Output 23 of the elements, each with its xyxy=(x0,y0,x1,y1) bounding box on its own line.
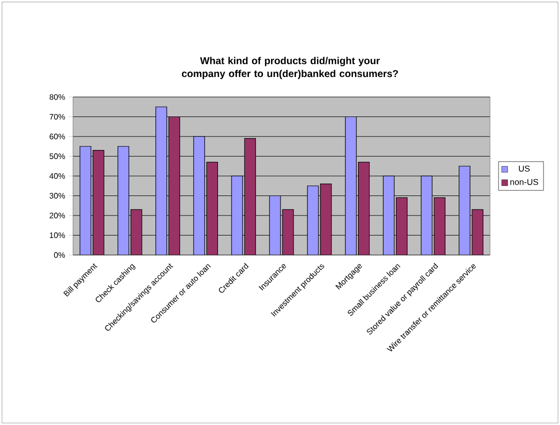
bar xyxy=(168,116,180,255)
bar xyxy=(382,176,395,255)
bar xyxy=(193,136,205,255)
bar xyxy=(244,138,256,255)
bar xyxy=(231,176,243,255)
bar xyxy=(307,186,319,255)
bar xyxy=(118,146,130,255)
bar xyxy=(80,146,92,255)
legend-label: non-US xyxy=(510,179,538,185)
bar xyxy=(269,195,281,255)
bar xyxy=(92,150,104,255)
bar xyxy=(320,184,332,255)
bar xyxy=(434,197,446,255)
bar xyxy=(345,116,357,255)
bar xyxy=(458,166,470,255)
bar xyxy=(396,197,408,255)
bar xyxy=(130,209,142,255)
bar xyxy=(155,106,168,255)
bar xyxy=(420,176,432,255)
bar xyxy=(206,162,218,255)
bar xyxy=(358,162,370,255)
chart-title: What kind of products did/might your company offer to un(der)banked consumers? xyxy=(182,56,398,80)
legend-label: US xyxy=(518,166,530,172)
